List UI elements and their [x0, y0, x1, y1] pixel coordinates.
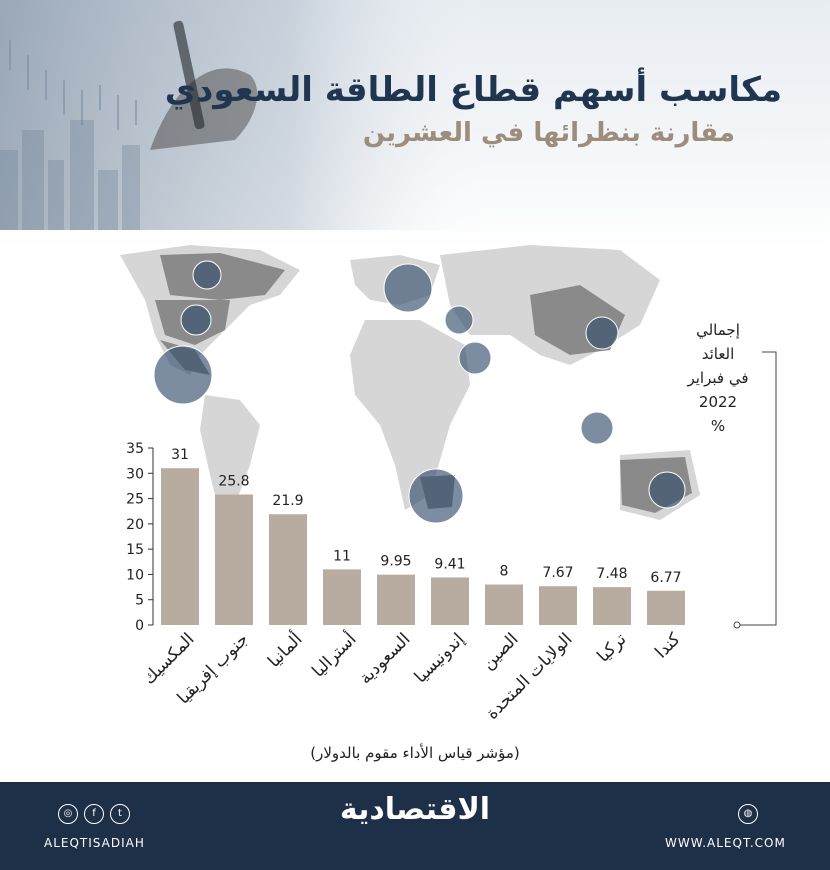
- category-label: تركيا: [593, 629, 630, 666]
- business-photo-background: [0, 0, 830, 230]
- country-markers: [153, 260, 686, 524]
- value-labels: 31 25.8 21.9 11 9.95 9.41 8 7.67 7.48 6.77: [171, 447, 682, 586]
- side-note-line: 2022: [698, 393, 738, 411]
- bar: [215, 494, 253, 625]
- bar: [323, 569, 361, 625]
- bar-value-label: 9.41: [434, 556, 465, 572]
- globe-icon: ◍: [738, 804, 758, 824]
- bar: [269, 514, 307, 625]
- bar-value-label: 6.77: [650, 570, 681, 586]
- y-tick-label: 5: [135, 593, 144, 609]
- marker-australia: [648, 471, 686, 509]
- category-label: ألمانيا: [263, 628, 307, 672]
- note-bracket-dot: [733, 621, 741, 629]
- marker-canada: [192, 260, 222, 290]
- bar-value-label: 21.9: [272, 493, 303, 509]
- category-label: كندا: [651, 629, 685, 663]
- marker-mexico: [153, 345, 213, 405]
- social-links: ◎ f t: [58, 804, 130, 824]
- x-axis-caption: (مؤشر قياس الأداء مقوم بالدولار): [310, 744, 520, 762]
- bar-value-label: 31: [171, 447, 189, 463]
- world-map: [120, 245, 700, 524]
- marker-china: [585, 316, 619, 350]
- header-hero: [0, 0, 830, 250]
- bar: [647, 590, 685, 625]
- side-note-line: في فبراير: [687, 369, 749, 387]
- bar: [161, 468, 199, 625]
- note-bracket: [740, 351, 777, 626]
- footer: ◎ f t ALEQTISADIAH الاقتصادية ◍ WWW.ALEQ…: [0, 782, 830, 870]
- bar-value-label: 8: [500, 564, 509, 580]
- bar-value-label: 7.48: [596, 566, 627, 582]
- y-tick-label: 0: [135, 618, 144, 634]
- instagram-icon[interactable]: ◎: [58, 804, 78, 824]
- marker-turkey: [444, 305, 474, 335]
- category-label: إندونيسيا: [411, 629, 469, 687]
- website-link[interactable]: WWW.ALEQT.COM: [665, 836, 786, 850]
- bar: [539, 586, 577, 625]
- bars: [161, 468, 685, 625]
- y-tick-label: 25: [126, 492, 144, 508]
- bar-value-label: 9.95: [380, 554, 411, 570]
- twitter-icon[interactable]: t: [110, 804, 130, 824]
- bar-value-label: 11: [333, 548, 351, 564]
- marker-saudi: [458, 341, 492, 375]
- category-label: الصين: [478, 629, 522, 673]
- side-note-line: العائد: [701, 345, 735, 363]
- y-tick-label: 20: [126, 517, 144, 533]
- bar-chart: 0 5 10 15 20 25 30 35 31 25.8 21.9 11 9.95 9.41 8 7.67…: [126, 351, 777, 724]
- chart-subtitle: مقارنة بنظرائها في العشرين: [362, 118, 735, 148]
- category-label: السعودية: [356, 629, 415, 688]
- y-tick-label: 30: [126, 466, 144, 482]
- y-tick-label: 35: [126, 441, 144, 457]
- category-label: أستراليا: [307, 628, 361, 682]
- marker-indonesia: [580, 411, 614, 445]
- marker-usa: [180, 304, 212, 336]
- bar: [485, 584, 523, 625]
- y-tick-label: 15: [126, 542, 144, 558]
- bar: [431, 577, 469, 625]
- brand-logo: الاقتصادية: [339, 792, 491, 827]
- side-note-line: %: [710, 417, 726, 435]
- marker-south-africa: [408, 468, 464, 524]
- marker-germany: [383, 263, 433, 313]
- chart-title: مكاسب أسهم قطاع الطاقة السعودي: [164, 70, 782, 110]
- y-axis-ticks: 0 5 10 15 20 25 30 35: [126, 441, 153, 634]
- bar: [377, 574, 415, 625]
- y-tick-label: 10: [126, 567, 144, 583]
- side-note: إجمالي العائد في فبراير 2022 %: [668, 318, 768, 438]
- side-note-line: إجمالي: [696, 321, 740, 339]
- bar-value-label: 7.67: [542, 565, 573, 581]
- facebook-icon[interactable]: f: [84, 804, 104, 824]
- bar: [593, 587, 631, 625]
- bar-value-label: 25.8: [218, 474, 249, 490]
- social-handle[interactable]: ALEQTISADIAH: [44, 836, 145, 850]
